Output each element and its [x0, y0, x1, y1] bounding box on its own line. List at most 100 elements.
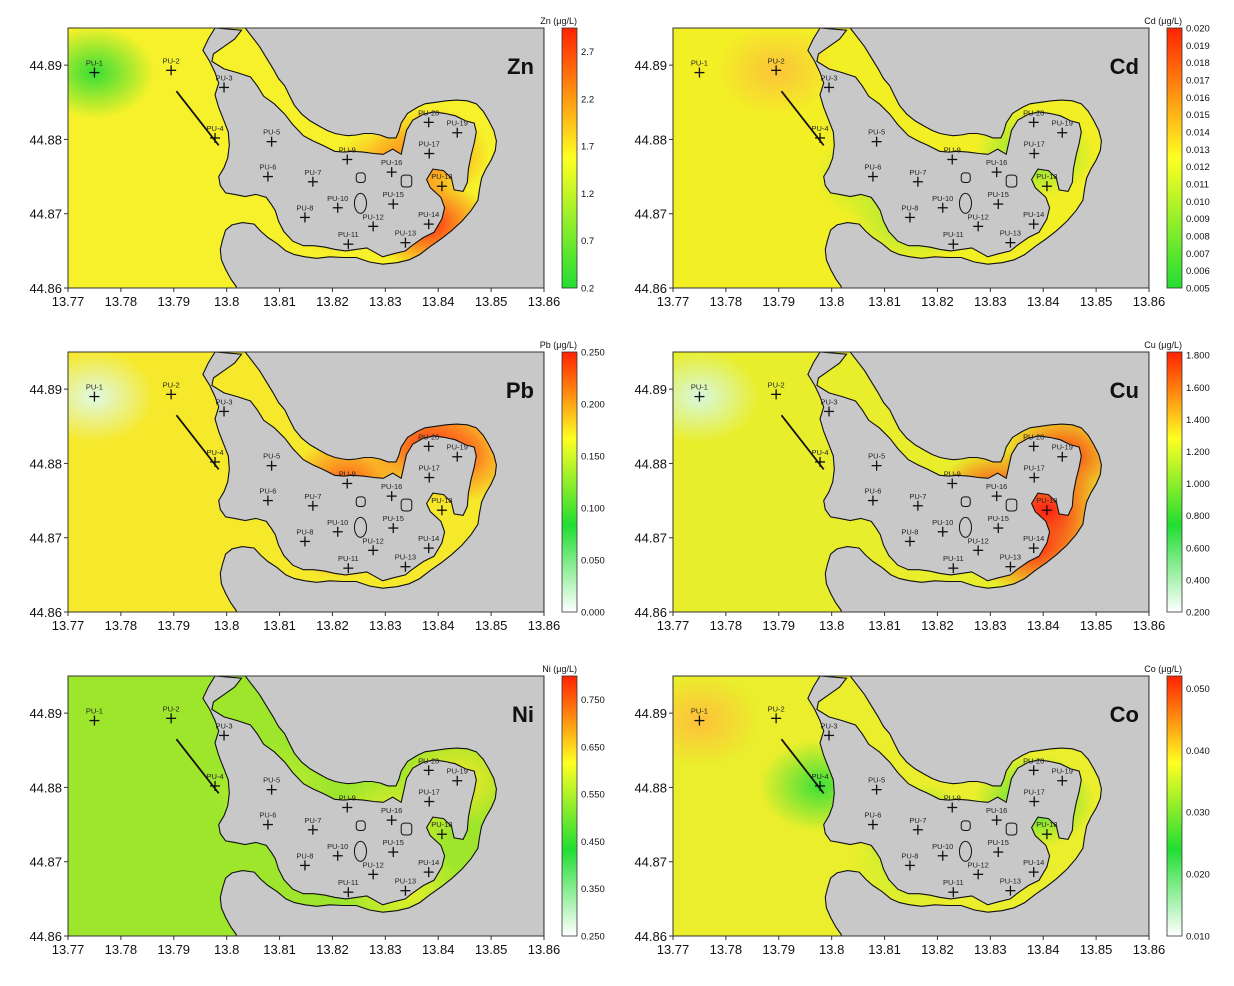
- station-marker: PU-15: [988, 838, 1009, 858]
- x-tick-label: 13.77: [657, 942, 690, 957]
- land-mass: [824, 28, 1149, 288]
- station-label: PU-12: [968, 860, 989, 869]
- station-label: PU-10: [327, 194, 348, 203]
- breakwater: [175, 414, 220, 470]
- station-label: PU-14: [1023, 858, 1044, 867]
- station-marker: PU-7: [909, 816, 926, 835]
- x-tick-label: 13.86: [528, 294, 561, 309]
- concentration-hotspot: [68, 28, 155, 119]
- land-mass: [824, 676, 1149, 936]
- station-marker: PU-3: [215, 397, 233, 417]
- station-label: PU-3: [820, 73, 837, 82]
- land-mass: [807, 676, 1082, 906]
- station-label: PU-3: [215, 721, 232, 730]
- element-label: Co: [1110, 702, 1139, 727]
- station-marker: PU-4: [206, 124, 224, 143]
- x-tick-label: 13.77: [52, 942, 85, 957]
- station-label: PU-17: [1024, 140, 1045, 149]
- station-marker: PU-2: [768, 704, 785, 724]
- color-bar-tick-label: 1.400: [1186, 415, 1210, 426]
- color-bar-tick-label: 1.000: [1186, 479, 1210, 490]
- station-label: PU-15: [383, 190, 404, 199]
- color-bar-tick-label: 0.007: [1186, 249, 1210, 260]
- y-tick-label: 44.88: [634, 132, 667, 147]
- x-tick-label: 13.77: [52, 618, 85, 633]
- station-marker: PU-10: [327, 842, 348, 861]
- station-label: PU-4: [811, 448, 828, 457]
- concentration-hotspot: [673, 676, 760, 767]
- x-tick-label: 13.83: [974, 294, 1007, 309]
- x-tick-label: 13.84: [1027, 618, 1060, 633]
- islet: [353, 192, 367, 214]
- x-tick-label: 13.82: [921, 942, 954, 957]
- concentration-hotspot: [673, 352, 760, 443]
- station-marker: PU-18: [1036, 172, 1058, 192]
- color-bar-tick-label: 0.012: [1186, 162, 1210, 173]
- station-marker: PU-9: [944, 793, 961, 813]
- x-tick-label: 13.85: [475, 618, 508, 633]
- station-label: PU-13: [1000, 553, 1021, 562]
- map-frame: [672, 351, 1150, 613]
- element-label: Ni: [512, 702, 534, 727]
- station-marker: PU-9: [944, 469, 961, 489]
- color-bar-tick-label: 0.030: [1186, 808, 1210, 819]
- station-label: PU-14: [418, 858, 439, 867]
- y-tick-label: 44.88: [634, 456, 667, 471]
- station-label: PU-11: [338, 230, 359, 239]
- color-bar-tick-label: 0.000: [581, 608, 605, 619]
- color-bar-tick-label: 0.7: [581, 236, 594, 247]
- station-label: PU-17: [419, 788, 440, 797]
- station-marker: PU-15: [383, 514, 404, 534]
- y-tick-label: 44.89: [634, 58, 667, 73]
- breakwater: [780, 90, 825, 146]
- x-tick-label: 13.79: [763, 294, 796, 309]
- station-marker: PU-4: [811, 448, 829, 467]
- color-bar-tick-label: 0.2: [581, 284, 594, 295]
- station-marker: PU-16: [986, 806, 1007, 826]
- color-bar: [1166, 675, 1183, 937]
- station-label: PU-16: [986, 158, 1007, 167]
- y-tick-label: 44.89: [634, 382, 667, 397]
- station-marker: PU-4: [811, 124, 829, 143]
- station-marker: PU-8: [901, 527, 918, 547]
- station-marker: PU-1: [691, 707, 708, 726]
- station-label: PU-13: [1000, 229, 1021, 238]
- y-tick-label: 44.86: [29, 605, 62, 620]
- pond: [1005, 822, 1018, 836]
- station-marker: PU-17: [419, 140, 440, 159]
- color-bar-tick-label: 0.250: [581, 348, 605, 359]
- station-marker: PU-11: [338, 554, 359, 574]
- y-tick-label: 44.88: [29, 780, 62, 795]
- station-marker: PU-2: [163, 704, 180, 724]
- color-bar: [561, 351, 578, 613]
- station-label: PU-12: [363, 860, 384, 869]
- color-bar-tick-label: 0.050: [581, 556, 605, 567]
- station-marker: PU-11: [338, 230, 359, 250]
- station-label: PU-8: [901, 203, 918, 212]
- station-label: PU-2: [163, 380, 180, 389]
- station-marker: PU-2: [768, 380, 785, 400]
- map-svg: PU-1 PU-2 PU-3 PU-4 PU-5 PU-6 PU-7 PU-8 PU-9 PU-1…: [634, 664, 1209, 957]
- station-label: PU-17: [419, 140, 440, 149]
- station-marker: PU-6: [864, 487, 881, 506]
- station-marker: PU-14: [418, 858, 439, 878]
- station-label: PU-17: [419, 464, 440, 473]
- station-marker: PU-19: [1052, 443, 1073, 462]
- station-marker: PU-20: [1023, 108, 1044, 128]
- station-label: PU-9: [339, 145, 356, 154]
- station-marker: PU-2: [163, 380, 180, 400]
- station-label: PU-5: [263, 776, 280, 785]
- station-label: PU-3: [215, 397, 232, 406]
- station-marker: PU-15: [988, 514, 1009, 534]
- station-marker: PU-7: [304, 168, 321, 187]
- station-label: PU-1: [691, 383, 708, 392]
- station-label: PU-18: [1036, 820, 1057, 829]
- station-marker: PU-12: [363, 860, 384, 880]
- station-marker: PU-5: [263, 776, 280, 795]
- station-marker: PU-19: [447, 119, 468, 138]
- x-tick-label: 13.78: [105, 942, 138, 957]
- station-label: PU-18: [431, 820, 452, 829]
- x-tick-label: 13.84: [1027, 294, 1060, 309]
- station-label: PU-13: [1000, 877, 1021, 886]
- station-label: PU-15: [988, 838, 1009, 847]
